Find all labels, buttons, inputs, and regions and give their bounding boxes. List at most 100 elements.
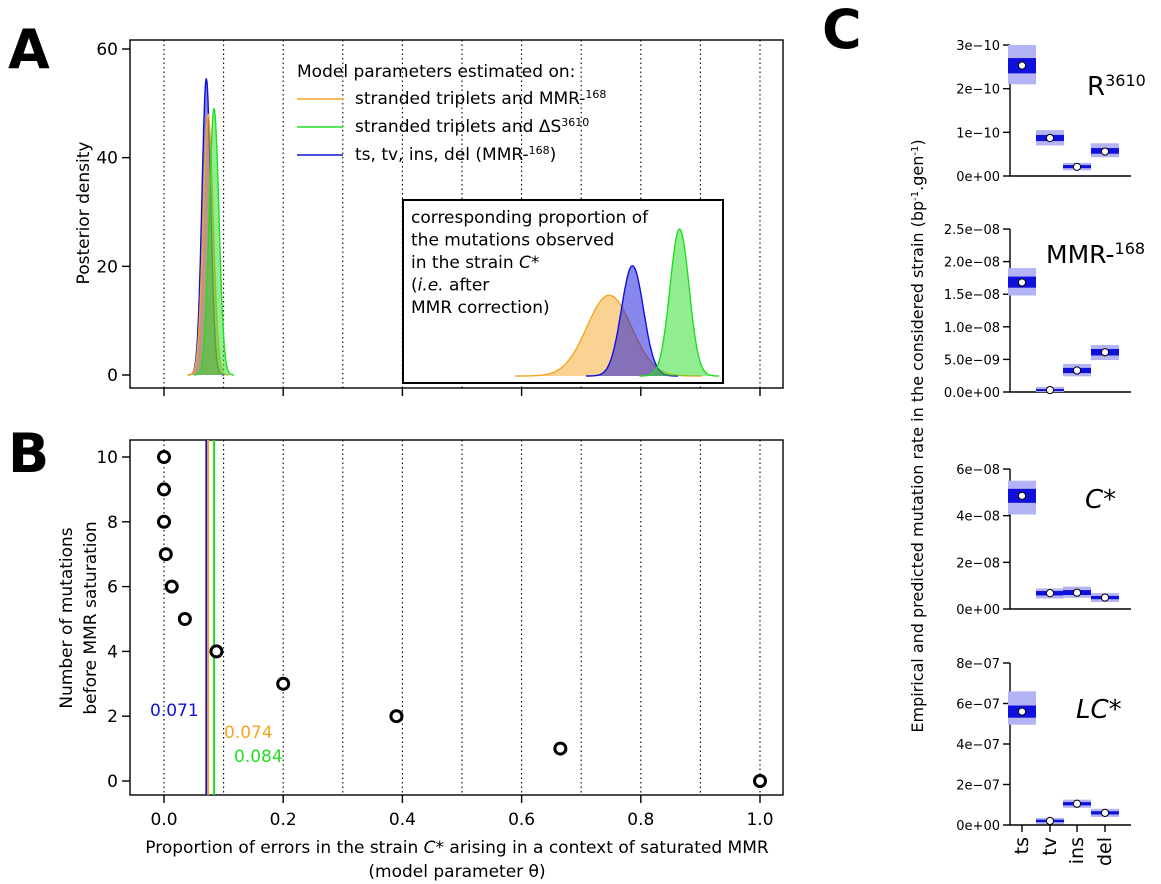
empirical-point-ins — [1072, 366, 1082, 375]
y-axis-label: before MMR saturation — [81, 521, 101, 714]
inset-density-curve-green — [639, 228, 719, 377]
data-point — [177, 612, 192, 626]
c-category-label: tv — [1039, 837, 1061, 856]
inset-text-part: C* — [519, 253, 539, 273]
x-tick-label: 0.8 — [627, 810, 654, 830]
y-tick-label: 40 — [96, 149, 118, 169]
c-category-label: del — [1094, 837, 1116, 866]
panel-label-b: B — [8, 422, 49, 485]
empirical-point-ts — [1017, 278, 1027, 287]
strain-label-main: R — [1087, 72, 1105, 102]
x-axis-label: (model parameter θ) — [368, 862, 545, 882]
data-point — [753, 774, 767, 788]
strain-label-sup: 168 — [1115, 239, 1146, 258]
y-axis-label: Posterior density — [74, 142, 94, 285]
inset-text-line: in the strain C* — [411, 253, 539, 273]
plot-frame — [129, 39, 784, 389]
empirical-point-tv — [1045, 589, 1055, 598]
strain-label-main: LC* — [1076, 695, 1122, 725]
c-y-tick-label: 0e+00 — [956, 170, 1000, 185]
density-fill-green — [193, 108, 235, 376]
panel-label-c: C — [822, 0, 862, 61]
y-tick-label: 20 — [96, 257, 118, 277]
data-point — [209, 644, 224, 659]
legend-entry: stranded triplets and MMR-168 — [355, 88, 606, 110]
x-axis-label-part: C* — [424, 838, 444, 858]
y-tick-label: 8 — [107, 513, 118, 533]
inset-density-fill-orange — [515, 295, 702, 376]
strain-label-main: MMR- — [1046, 240, 1115, 269]
c-y-axis-label-part: .gen — [908, 156, 927, 191]
y-tick-label: 6 — [107, 578, 118, 598]
inset-text-part: corresponding proportion of — [411, 208, 649, 228]
c-y-tick-label: 2.5e−08 — [944, 223, 1000, 238]
legend-entry-post: ) — [550, 145, 557, 165]
c-y-tick-label: 1.5e−08 — [944, 288, 1000, 303]
legend-entry: stranded triplets and ΔS3610 — [355, 116, 589, 138]
data-point — [389, 709, 404, 724]
inset-text-line: (i.e. after — [411, 276, 489, 296]
density-curve-green — [193, 107, 235, 376]
data-point — [553, 741, 568, 756]
panel-a: 0 20 40 60 Posterior density Model parameters… — [74, 39, 784, 396]
c-y-axis-label-part: ) — [908, 139, 927, 145]
strain-label-main: C* — [1085, 485, 1116, 515]
legend-entry-main: stranded triplets and MMR- — [355, 89, 585, 109]
y-tick-label: 2 — [107, 707, 118, 727]
data-point — [164, 579, 179, 594]
y-axis-label: Number of mutations — [57, 527, 77, 708]
c-category-label: ins — [1066, 837, 1088, 864]
empirical-point-del — [1100, 147, 1110, 156]
x-tick-label: 0.4 — [389, 810, 416, 830]
legend-entry-main: stranded triplets and ΔS — [355, 117, 561, 137]
empirical-point-tv — [1045, 133, 1055, 143]
inset-text-part: i.e. — [418, 276, 444, 296]
inset-density-fill-green — [639, 229, 719, 376]
inset-text-part: in the strain — [411, 253, 519, 273]
c-y-tick-label: 2.0e−08 — [944, 256, 1000, 271]
threshold-label-blue: 0.071 — [150, 701, 199, 721]
x-axis-label-part: (model parameter θ) — [368, 862, 545, 882]
c-y-tick-label: 5.0e−09 — [944, 353, 1000, 368]
x-tick-label: 0.2 — [270, 810, 297, 830]
c-y-tick-label: 0e+00 — [956, 819, 1000, 834]
c-y-tick-label: 6e−08 — [956, 463, 1000, 478]
inset-text-line: the mutations observed — [411, 231, 614, 251]
inset-text-part: after — [444, 276, 490, 296]
c-y-tick-label: 4e−07 — [956, 738, 1000, 753]
c-y-axis-label-sup: -1 — [910, 146, 921, 156]
c-y-tick-label: 2e−07 — [956, 779, 1000, 794]
c-y-tick-label: 2e−08 — [956, 556, 1000, 571]
y-tick-label: 60 — [96, 40, 118, 60]
c-y-axis-label-part: Empirical and predicted mutation rate in… — [908, 201, 927, 733]
plot-frame — [129, 439, 784, 796]
inset-density-fill-blue — [586, 265, 678, 376]
legend-entry-main: ts, tv, ins, del (MMR- — [355, 145, 529, 165]
data-point — [276, 676, 291, 691]
x-tick-label: 1.0 — [746, 810, 773, 830]
legend-entry-sup: 168 — [585, 88, 606, 101]
x-axis-label-part: Proportion of errors in the strain — [145, 838, 423, 858]
data-point — [158, 547, 173, 562]
strain-label: R3610 — [1087, 71, 1146, 103]
empirical-point-ins — [1072, 162, 1082, 171]
panel-c: 0e+00 1e−10 2e−10 3e−10 R3610 0.0e+00 5.0e−09 1… — [908, 39, 1146, 866]
y-tick-label: 0 — [107, 366, 118, 386]
c-y-tick-label: 0e+00 — [956, 603, 1000, 618]
panel-b: 0.071 0.074 0.084 0 2 4 6 8 10 0.0 0.2 0.4 0.6 0.8 1.0… — [57, 439, 784, 882]
panel-label-a: A — [8, 18, 50, 81]
c-y-axis-label-sup: -1 — [910, 191, 921, 201]
strain-label: MMR-168 — [1046, 239, 1145, 270]
strain-label: LC* — [1076, 695, 1122, 725]
strain-label-sup: 3610 — [1105, 71, 1146, 90]
c-y-tick-label: 3e−10 — [956, 39, 1000, 54]
c-y-tick-label: 6e−07 — [956, 698, 1000, 713]
inset-text-part: the mutations observed — [411, 231, 614, 251]
c-y-tick-label: 0.0e+00 — [944, 386, 1000, 401]
threshold-label-orange: 0.074 — [224, 723, 273, 743]
empirical-point-tv — [1045, 816, 1055, 826]
data-point — [157, 514, 171, 529]
c-y-tick-label: 2e−10 — [956, 83, 1000, 98]
legend-title: Model parameters estimated on: — [297, 62, 575, 82]
